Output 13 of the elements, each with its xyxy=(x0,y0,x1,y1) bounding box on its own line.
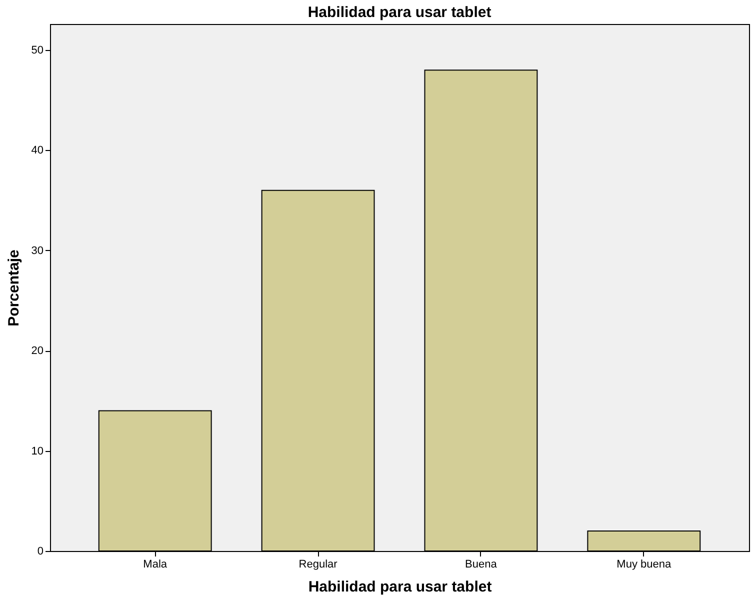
x-tick-label: Buena xyxy=(465,558,498,570)
y-tick-label: 0 xyxy=(37,546,44,558)
chart-title: Habilidad para usar tablet xyxy=(308,4,492,21)
y-tick-label: 50 xyxy=(31,44,44,57)
y-tick-label: 20 xyxy=(31,345,44,358)
x-tick-label: Regular xyxy=(298,558,338,570)
y-tick-label: 30 xyxy=(31,244,44,257)
x-tick-label: Muy buena xyxy=(616,558,672,570)
y-tick-label: 40 xyxy=(31,144,44,157)
x-axis-title: Habilidad para usar tablet xyxy=(308,578,492,596)
x-tick-label: Mala xyxy=(143,558,168,570)
y-tick-label: 10 xyxy=(31,445,44,458)
y-axis-title: Porcentaje xyxy=(5,250,22,326)
